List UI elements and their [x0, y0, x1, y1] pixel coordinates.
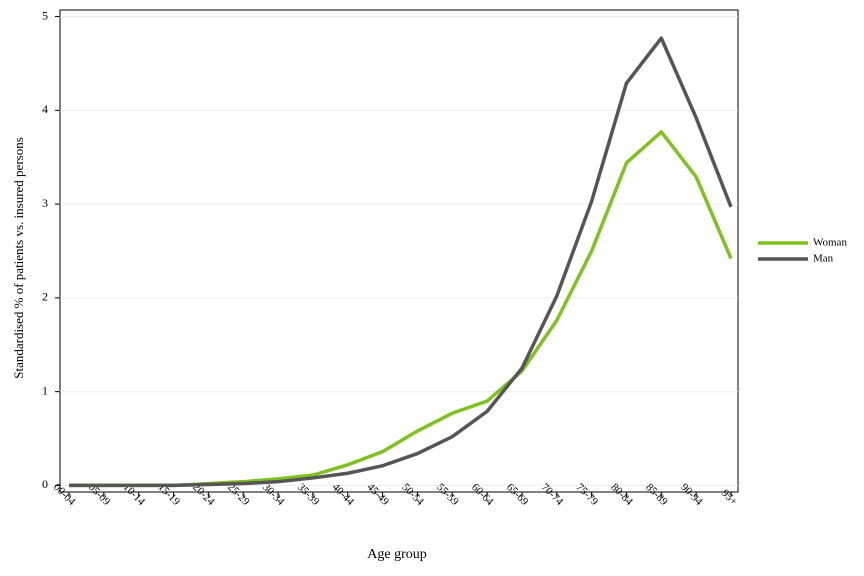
- y-tick-label: 4: [42, 102, 48, 116]
- y-tick-label: 5: [42, 8, 48, 22]
- y-tick-label: 1: [42, 383, 48, 397]
- x-tick-label: 95+: [719, 487, 740, 508]
- y-tick-label: 3: [42, 196, 48, 210]
- data-line: [69, 130, 733, 488]
- y-tick-label: 0: [42, 477, 48, 491]
- y-tick-label: 2: [42, 290, 48, 304]
- legend-label: Woman: [813, 237, 847, 249]
- plot-frame: [59, 9, 739, 493]
- y-axis-label: Standardised % of patients vs. insured p…: [11, 137, 26, 379]
- legend-label: Man: [813, 253, 834, 265]
- x-axis-label: Age group: [367, 547, 427, 562]
- data-line: [69, 36, 733, 488]
